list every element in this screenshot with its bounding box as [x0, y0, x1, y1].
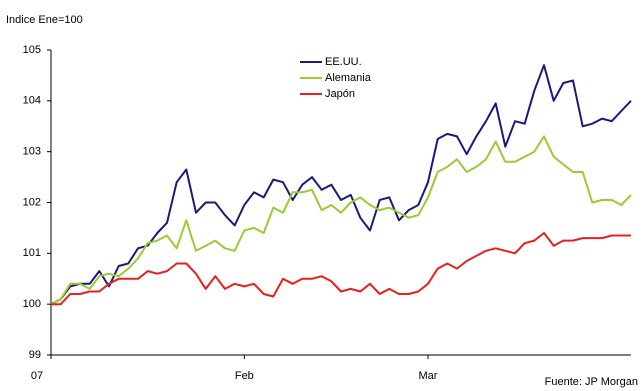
series-line [50, 64, 632, 306]
source-note: Fuente: JP Morgan [545, 376, 638, 388]
y-tick-label: 101 [23, 247, 41, 259]
legend-label: Japón [325, 88, 355, 100]
x-tick-label: 07 [31, 370, 43, 382]
x-tick-label: Feb [235, 370, 254, 382]
legend-label: Alemania [325, 72, 372, 84]
y-tick-label: 102 [23, 196, 41, 208]
series-line [50, 135, 632, 306]
y-tick-label: 105 [23, 44, 41, 56]
series-line [51, 232, 631, 306]
legend-label: EE.UU. [325, 56, 362, 68]
y-tick-label: 100 [23, 298, 41, 310]
y-tick-label: 104 [23, 95, 41, 107]
y-tick-label: 99 [29, 349, 41, 361]
y-axis-label: Indice Ene=100 [6, 14, 83, 26]
x-tick-label: Mar [419, 370, 438, 382]
y-tick-label: 103 [23, 146, 41, 158]
